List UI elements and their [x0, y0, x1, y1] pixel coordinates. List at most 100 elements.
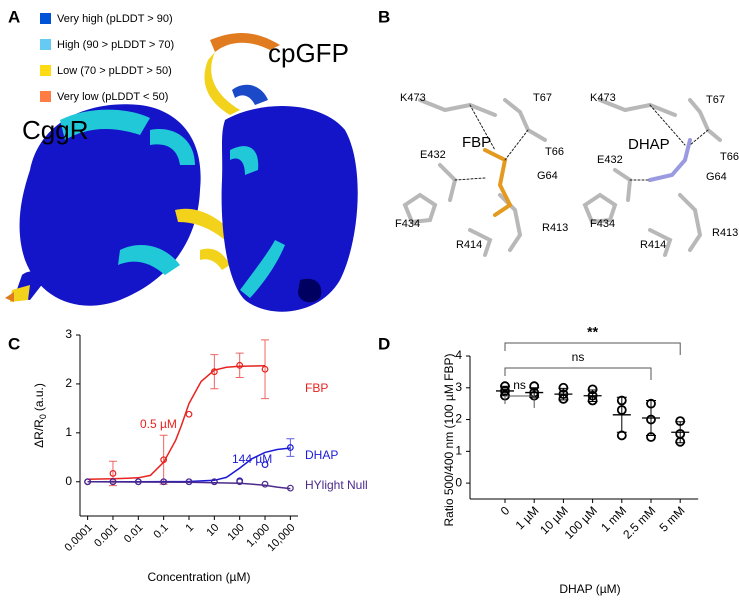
- fit-line: [87, 365, 266, 481]
- data-point: [160, 456, 168, 464]
- data-point: [261, 461, 269, 469]
- x-tick-label: 10,000: [265, 522, 297, 554]
- x-tick-label: 0.1: [152, 522, 171, 541]
- residue-label: R414: [640, 239, 666, 251]
- significance-bracket: [504, 367, 652, 380]
- x-tick-label: 0.001: [92, 522, 120, 550]
- data-point: [675, 416, 686, 427]
- significance-label: ns: [572, 350, 585, 364]
- data-point: [236, 361, 244, 369]
- y-tick-label: 2: [455, 412, 462, 426]
- data-point: [286, 484, 294, 492]
- data-point: [558, 393, 569, 404]
- data-point: [675, 428, 686, 439]
- data-point: [160, 478, 168, 486]
- annotation: 0.5 µM: [140, 417, 177, 431]
- domain-label: CggR: [22, 115, 88, 145]
- legend-label: HYlight Null: [305, 478, 368, 492]
- data-point: [185, 478, 193, 486]
- legend-label: Very low (pLDDT < 50): [57, 91, 168, 103]
- data-point: [109, 478, 117, 486]
- data-point: [558, 382, 569, 393]
- data-point: [84, 478, 92, 486]
- data-point: [616, 430, 627, 441]
- residue-label: G64: [537, 170, 558, 182]
- legend-label: Low (70 > pLDDT > 50): [57, 65, 172, 77]
- significance-bracket: [504, 395, 535, 408]
- data-point: [500, 386, 510, 396]
- data-point: [286, 444, 294, 451]
- x-tick-label: 2.5 mM: [620, 503, 658, 541]
- x-tick-label: 0.0001: [63, 522, 95, 554]
- ligand-label: DHAP: [628, 136, 670, 153]
- legend-swatch: [40, 91, 51, 102]
- data-point: [616, 405, 627, 415]
- data-point: [236, 478, 244, 486]
- residue-label: F434: [395, 218, 420, 230]
- error-bar: [261, 339, 270, 400]
- protein-render: [5, 33, 358, 312]
- residue-label: T66: [545, 146, 564, 158]
- data-point: [185, 410, 193, 418]
- x-axis-label: DHAP (µM): [559, 582, 620, 596]
- y-tick-label: 0: [455, 475, 462, 489]
- residue-label: K473: [400, 92, 426, 104]
- legend-swatch: [40, 39, 51, 50]
- y-tick-label: 0: [65, 474, 72, 488]
- y-tick-label: 3: [65, 327, 72, 341]
- legend-label: FBP: [305, 381, 328, 395]
- x-axis-label: Concentration (µM): [148, 570, 251, 584]
- panel-letter: C: [8, 334, 20, 353]
- residue-label: G64: [706, 171, 727, 183]
- y-axis-label: ΔR/R0 (a.u.): [32, 383, 48, 448]
- ligand-render: [402, 98, 722, 257]
- error-bar: [286, 438, 295, 457]
- legend-label: DHAP: [305, 448, 338, 462]
- legend-label: Very high (pLDDT > 90): [57, 13, 173, 25]
- x-tick-label: 100 µM: [562, 503, 600, 541]
- legend-swatch: [40, 13, 51, 24]
- data-point: [616, 395, 627, 406]
- x-tick-label: 1: [183, 522, 196, 535]
- x-tick-label: 10: [204, 522, 221, 539]
- data-point: [646, 414, 656, 425]
- significance-label: **: [587, 324, 598, 340]
- data-point: [558, 389, 569, 400]
- x-tick-label: 0.01: [122, 522, 146, 546]
- residue-label: K473: [590, 92, 616, 104]
- x-tick-label: 0: [498, 503, 513, 518]
- significance-bracket: [504, 342, 681, 355]
- legend-swatch: [40, 65, 51, 76]
- domain-label: cpGFP: [268, 38, 349, 68]
- y-tick-label: 3: [455, 380, 462, 394]
- y-axis-label-sub: 0: [38, 414, 48, 419]
- data-point: [587, 384, 598, 395]
- data-point: [261, 365, 269, 373]
- error-bar: [235, 352, 244, 379]
- x-tick-label: 100: [225, 522, 246, 543]
- residue-label: R414: [456, 239, 482, 251]
- panel-letter: A: [8, 7, 20, 26]
- y-axis-label-unit: (a.u.): [32, 383, 46, 411]
- residue-label: T67: [533, 92, 552, 104]
- residue-label: T67: [706, 94, 725, 106]
- data-point: [587, 390, 598, 401]
- error-bar: [210, 354, 219, 390]
- data-point: [109, 470, 117, 477]
- annotation: 144 µM: [232, 452, 272, 466]
- x-tick-label: 5 mM: [656, 503, 687, 534]
- y-axis-label: Ratio 500/400 nm (100 µM FBP): [442, 354, 456, 527]
- legend-label: High (90 > pLDDT > 70): [57, 39, 174, 51]
- y-tick-label: 4: [455, 348, 462, 362]
- data-point: [529, 381, 540, 392]
- residue-label: T66: [720, 151, 739, 163]
- data-point: [210, 368, 218, 376]
- y-tick-label: 1: [65, 425, 72, 439]
- residue-label: R413: [712, 227, 738, 239]
- y-tick-label: 2: [65, 376, 72, 390]
- significance-label: ns: [513, 378, 526, 392]
- data-point: [500, 381, 510, 392]
- data-point: [587, 395, 598, 406]
- panel-letter: B: [378, 7, 390, 26]
